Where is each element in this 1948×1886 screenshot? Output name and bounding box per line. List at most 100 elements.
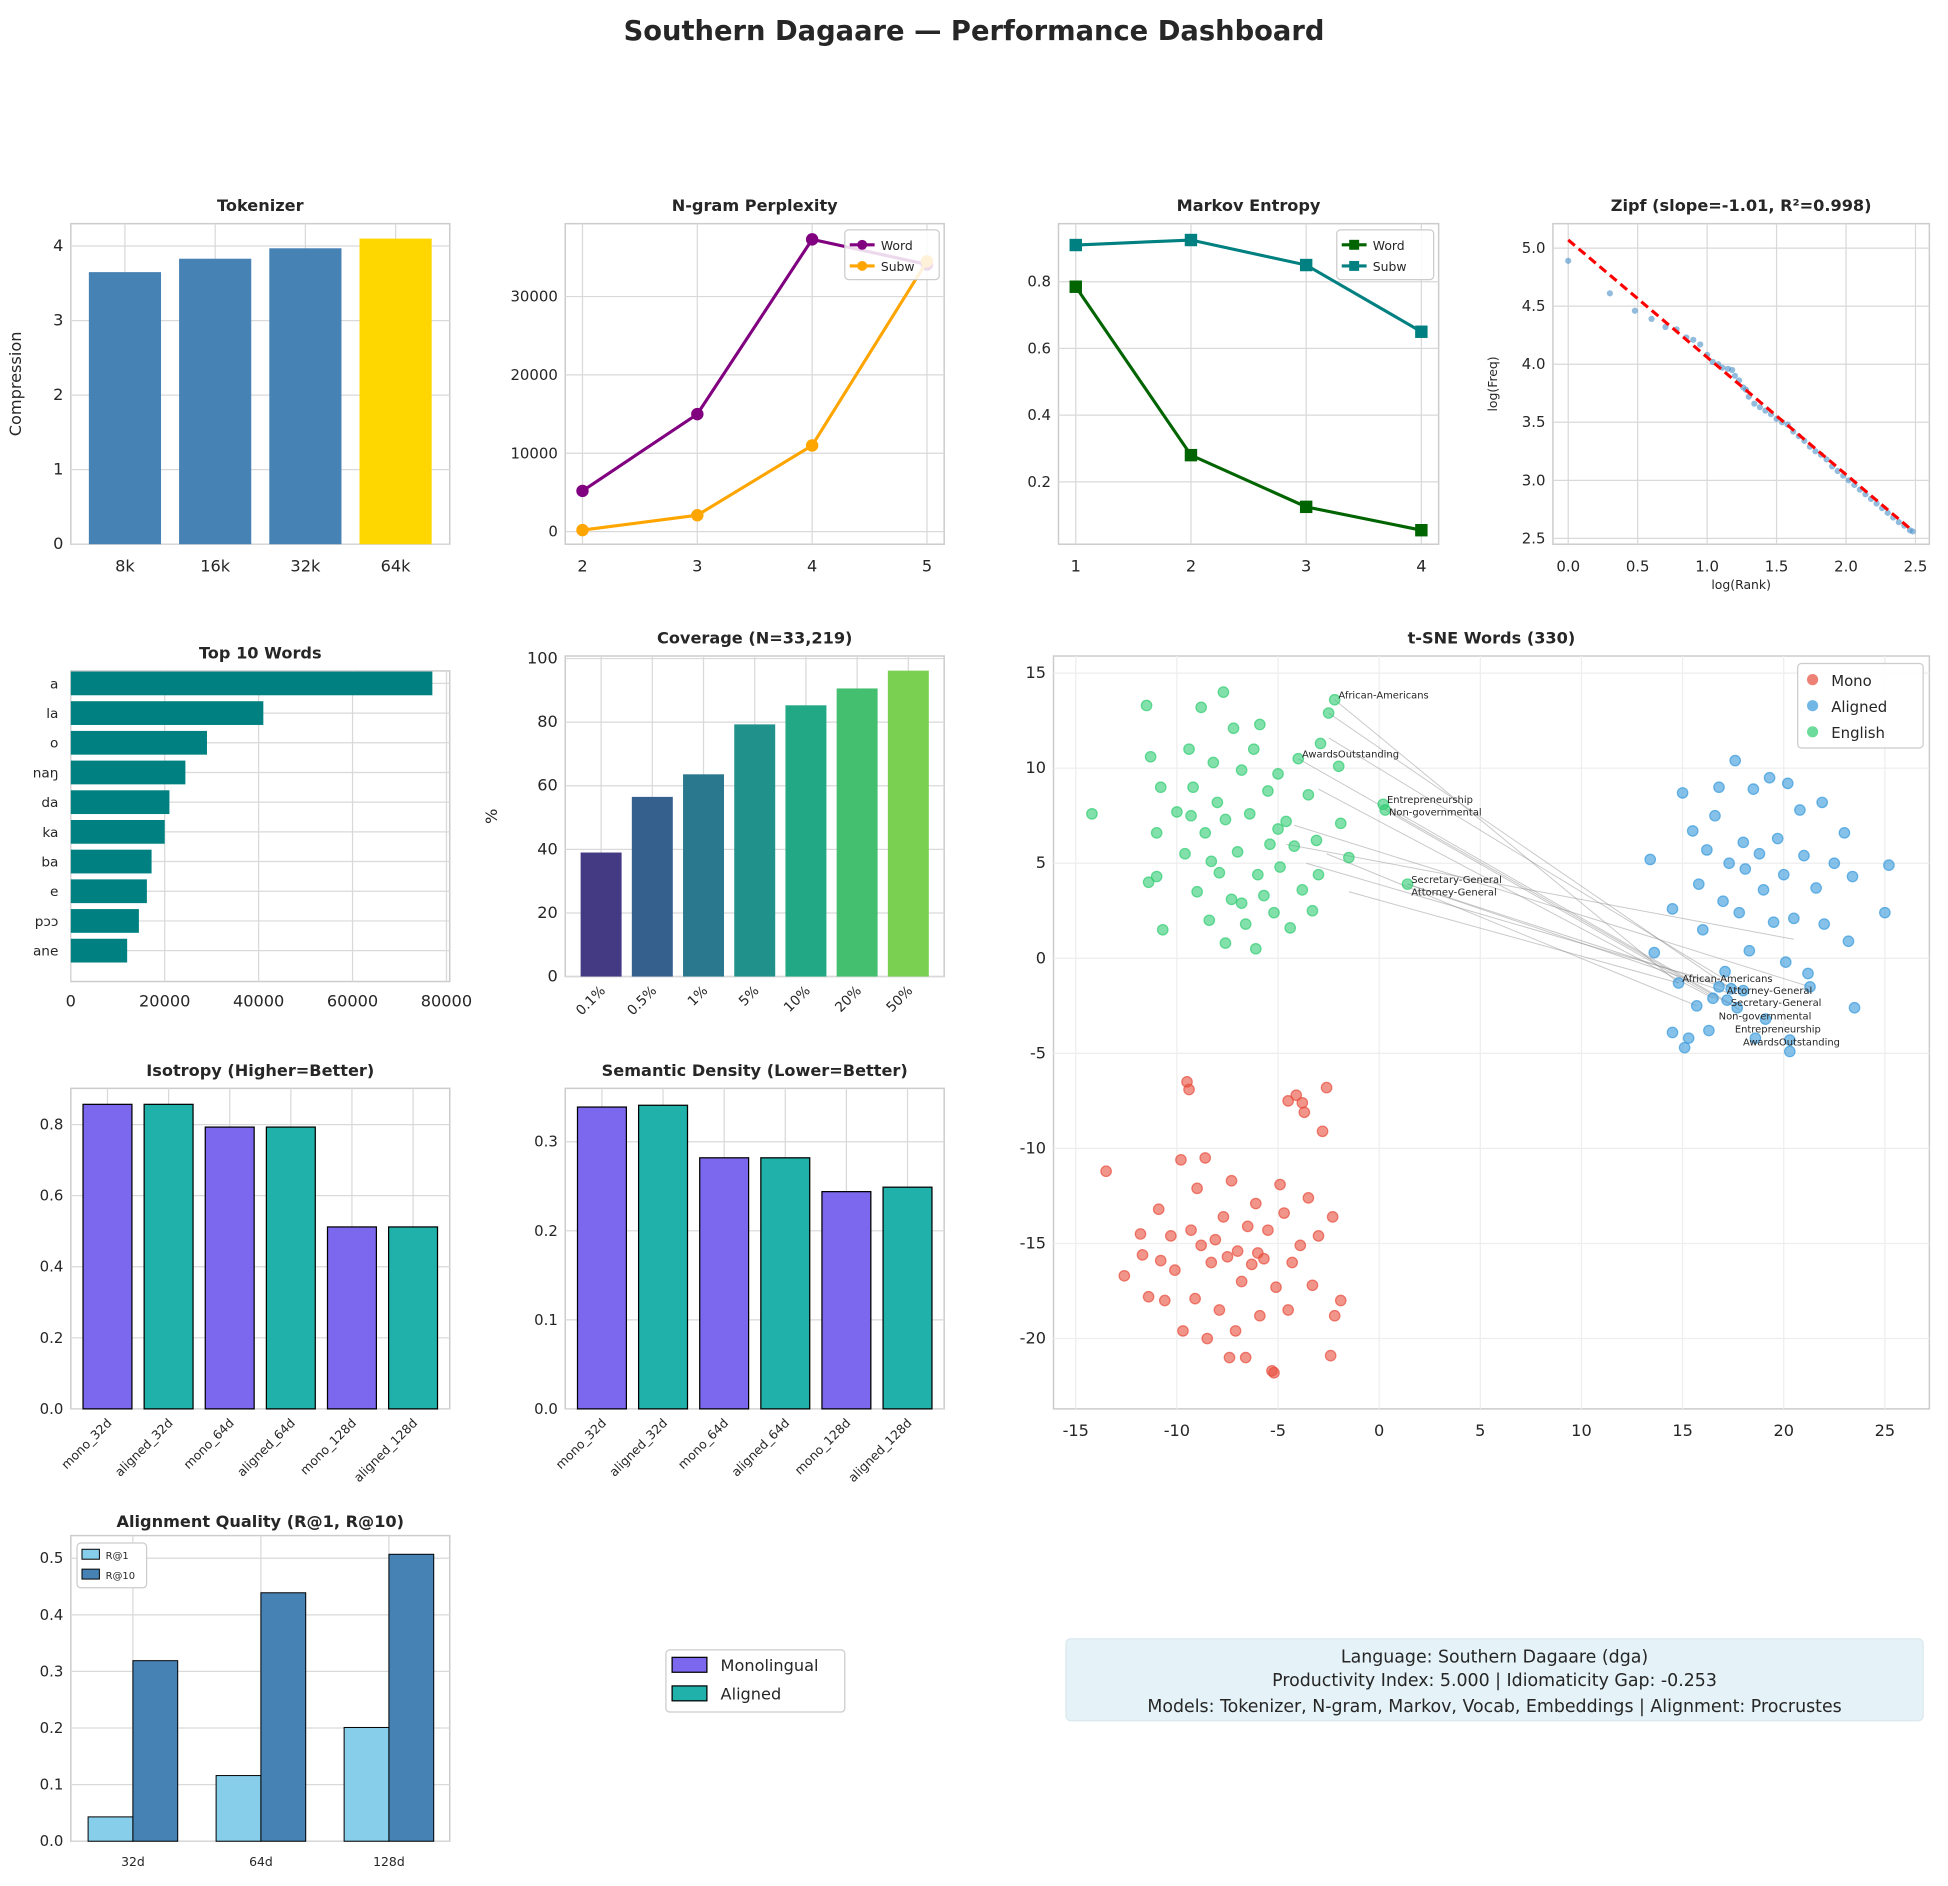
point-english	[1258, 889, 1270, 902]
point-mono	[1225, 1174, 1238, 1187]
x-tick-label: 8k	[115, 557, 135, 576]
point-aligned	[1759, 1013, 1772, 1025]
x-tick-label: 0	[1374, 1421, 1384, 1440]
point-mono	[1282, 1304, 1294, 1316]
point-english	[1156, 923, 1169, 936]
zipf-point	[1662, 323, 1669, 331]
point-aligned	[1713, 980, 1725, 993]
bar-10%	[785, 705, 827, 977]
point-aligned	[1777, 868, 1790, 881]
bar-8k	[88, 272, 162, 545]
y-tick-label: 0.2	[40, 1719, 64, 1737]
marker-word	[1415, 523, 1428, 537]
alignment-link	[1328, 712, 1732, 990]
y-tick-label: a	[50, 676, 58, 692]
y-tick-label: ka	[42, 825, 58, 841]
chart-markov: Markov Entropy 0.2 0.4 0.6 0.8 1 2 3 4 Word Subw	[1027, 196, 1440, 576]
x-tick-label: 1.0	[1695, 558, 1719, 576]
point-aligned	[1883, 859, 1895, 871]
point-aligned	[1692, 878, 1705, 890]
y-tick-label: 0	[548, 523, 557, 541]
y-tick-label: 4.0	[1522, 355, 1546, 373]
y-tick-label: 100	[527, 649, 558, 668]
x-tick-label: 50%	[883, 983, 916, 1016]
point-english	[1231, 845, 1244, 858]
point-mono	[1306, 1279, 1319, 1292]
chart-title: Top 10 Words	[199, 644, 322, 663]
chart-title: Isotropy (Higher=Better)	[146, 1061, 374, 1080]
point-aligned	[1717, 895, 1729, 908]
legend-swatch-monolingual	[671, 1656, 708, 1673]
bar-a	[70, 671, 433, 696]
annotation-english: AwardsOutstanding	[1302, 749, 1399, 760]
x-tick-label: 20%	[832, 983, 865, 1016]
y-axis-label: %	[482, 809, 501, 824]
marker-word	[1184, 448, 1198, 462]
point-mono	[1209, 1233, 1222, 1246]
point-aligned	[1713, 781, 1725, 794]
y-tick-label: 0.1	[534, 1311, 558, 1329]
point-mono	[1245, 1258, 1258, 1271]
point-english	[1262, 785, 1274, 797]
point-aligned	[1729, 754, 1742, 767]
point-aligned	[1749, 1032, 1762, 1044]
y-tick-label: -5	[1030, 1043, 1046, 1062]
bar-ba	[70, 849, 152, 874]
point-english	[1207, 756, 1220, 769]
x-axis-label: log(Rank)	[1711, 577, 1771, 592]
point-mono	[1231, 1245, 1244, 1257]
point-aligned	[1818, 918, 1831, 930]
point-mono	[1235, 1275, 1248, 1288]
y-tick-label: la	[46, 706, 58, 722]
bar-R@10-32d	[132, 1660, 179, 1842]
point-english	[1312, 868, 1325, 881]
y-tick-label: da	[41, 795, 58, 811]
bar-R@1-64d	[215, 1775, 262, 1842]
chart-title: Coverage (N=33,219)	[657, 629, 852, 648]
zipf-point	[1729, 366, 1736, 374]
point-aligned	[1648, 946, 1661, 959]
alignment-link	[1328, 737, 1744, 992]
y-tick-label: 0.4	[40, 1258, 64, 1276]
chart-tsne: t-SNE Words (330) -20 -15 -10 -5 0 5 10 15 -15 -10…	[1020, 629, 1931, 1440]
point-aligned	[1733, 906, 1746, 919]
point-english	[1191, 885, 1203, 898]
point-aligned	[1686, 825, 1699, 837]
point-mono	[1229, 1325, 1242, 1337]
point-mono	[1239, 1351, 1252, 1364]
bar-mono_32d	[576, 1106, 628, 1410]
x-tick-label: mono_32d	[58, 1415, 115, 1472]
zipf-point	[1565, 257, 1572, 264]
y-tick-label: 0.4	[40, 1606, 64, 1624]
point-aligned	[1771, 832, 1784, 845]
y-tick-label: 0.3	[534, 1133, 558, 1151]
line-subw	[582, 260, 929, 532]
zipf-point	[1751, 400, 1758, 407]
y-tick-label: 40	[537, 839, 558, 858]
x-tick-label: 4	[807, 557, 817, 576]
point-aligned	[1707, 992, 1719, 1005]
marker-subw	[576, 523, 589, 537]
point-aligned	[1828, 857, 1841, 870]
x-tick-label: 40000	[233, 991, 284, 1010]
chart-title: Markov Entropy	[1177, 196, 1321, 215]
point-aligned	[1682, 1032, 1695, 1044]
legend-label-aligned: Aligned	[721, 1685, 782, 1704]
marker-word	[805, 233, 819, 246]
point-aligned	[1879, 906, 1891, 919]
point-english	[1217, 686, 1230, 698]
alignment-link	[1306, 862, 1744, 992]
point-english	[1268, 906, 1280, 919]
point-english	[1306, 904, 1319, 917]
legend-label-monolingual: Monolingual	[721, 1656, 819, 1675]
x-tick-label: 128d	[373, 1854, 405, 1869]
dashboard-title: Southern Dagaare — Performance Dashboard	[624, 16, 1325, 47]
legend-swatch	[81, 1548, 100, 1560]
y-tick-label: 0.0	[40, 1400, 64, 1418]
bar-R@1-128d	[343, 1726, 390, 1842]
bar-e	[70, 879, 147, 904]
point-english	[1219, 937, 1232, 949]
point-english	[1328, 693, 1341, 706]
point-mono	[1290, 1089, 1303, 1102]
point-aligned	[1731, 1001, 1744, 1014]
